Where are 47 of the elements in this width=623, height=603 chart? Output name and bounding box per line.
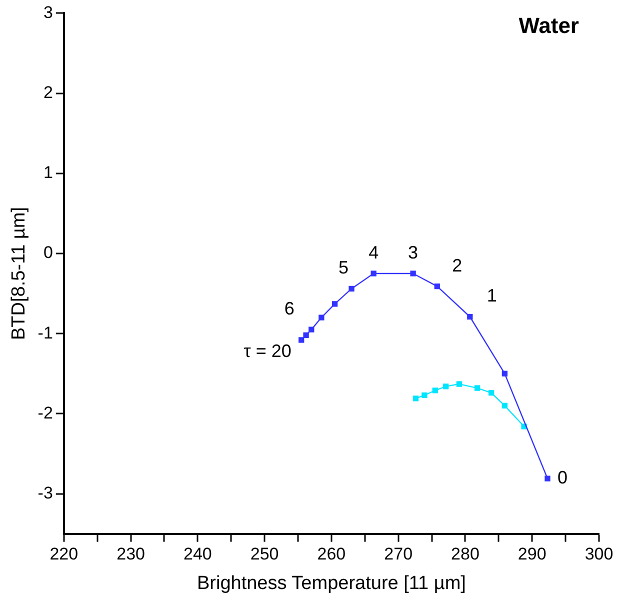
x-tick-label: 240 [184, 544, 212, 564]
point [488, 390, 494, 396]
x-tick-label: 290 [518, 544, 546, 564]
annotation: 3 [408, 242, 418, 262]
chart-title: Water [518, 13, 580, 38]
point [410, 270, 416, 276]
y-tick-label: -3 [38, 483, 53, 502]
x-tick-label: 300 [584, 544, 614, 564]
point [332, 301, 338, 307]
annotation: 4 [368, 242, 379, 262]
point [502, 402, 508, 408]
y-axis-title: BTD[8.5-11 µm] [8, 206, 30, 340]
point [467, 314, 473, 320]
y-tick-label: 3 [43, 2, 53, 22]
point [544, 476, 550, 482]
annotation: 2 [452, 255, 462, 276]
annotation: τ = 20 [244, 340, 292, 361]
x-tick-label: 220 [50, 544, 78, 564]
y-tick-label: -2 [38, 403, 53, 422]
point [443, 384, 449, 390]
point [422, 392, 428, 398]
annotation: 0 [558, 468, 568, 488]
x-tick-label: 260 [317, 544, 346, 564]
y-tick-label: 0 [43, 243, 53, 262]
point [303, 332, 309, 338]
point [298, 337, 304, 343]
annotation: 1 [486, 286, 497, 306]
point [474, 385, 480, 391]
point [318, 314, 324, 320]
y-tick-label: 2 [43, 82, 53, 102]
x-tick-label: 280 [451, 544, 480, 564]
x-tick-label: 250 [250, 544, 279, 564]
point [434, 283, 440, 290]
x-tick-label: 230 [116, 544, 145, 564]
point [348, 286, 354, 292]
point [370, 270, 376, 276]
x-axis-title: Brightness Temperature [11 µm] [196, 572, 466, 594]
point [502, 370, 508, 376]
point [308, 326, 314, 332]
y-tick-label: 1 [43, 163, 53, 182]
point [432, 388, 438, 394]
point [412, 396, 419, 402]
annotation: 6 [284, 298, 294, 319]
annotation: 5 [338, 258, 349, 278]
point [456, 381, 462, 387]
y-tick-label: -1 [38, 323, 53, 342]
x-tick-label: 270 [384, 544, 413, 564]
